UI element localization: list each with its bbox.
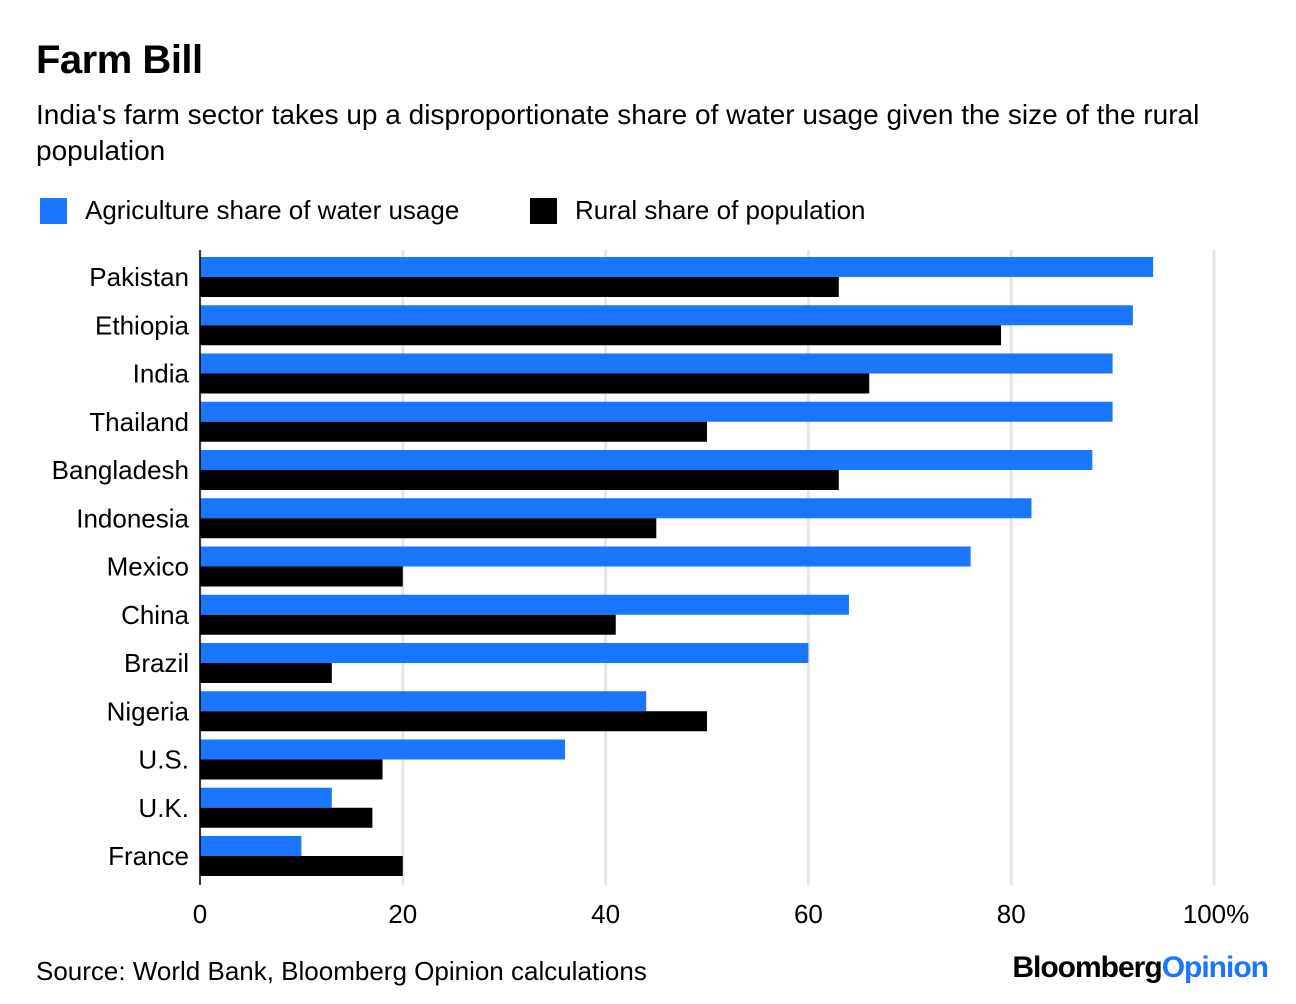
bar-water	[200, 353, 1113, 374]
tick-label: 80	[997, 899, 1026, 929]
bar-rural	[200, 856, 403, 876]
tick-label: 40	[591, 899, 620, 929]
brand-part-1: Bloomberg	[1012, 951, 1162, 984]
category-label: Brazil	[124, 648, 189, 678]
bar-rural	[200, 373, 870, 394]
bar-water	[200, 498, 1032, 519]
bar-rural	[200, 663, 332, 683]
category-label: India	[133, 359, 190, 389]
legend-label-rural: Rural share of population	[575, 195, 866, 225]
bar-rural	[200, 421, 707, 442]
category-label: France	[108, 841, 189, 871]
tick-label: 20	[388, 899, 417, 929]
bar-water	[200, 401, 1113, 422]
category-label: U.K.	[138, 793, 189, 823]
category-label: Bangladesh	[52, 455, 189, 485]
category-label: Nigeria	[107, 696, 190, 726]
legend-swatch-rural	[530, 198, 557, 224]
source-note: Source: World Bank, Bloomberg Opinion ca…	[36, 956, 647, 986]
bar-water	[200, 257, 1154, 277]
tick-label: 100%	[1183, 899, 1250, 929]
brand-part-2: Opinion	[1161, 951, 1269, 984]
bar-rural	[200, 277, 839, 297]
bar-rural	[200, 566, 403, 587]
category-label: Pakistan	[89, 262, 189, 292]
chart-title: Farm Bill	[36, 38, 203, 82]
category-label: Thailand	[89, 407, 189, 437]
legend-label-water: Agriculture share of water usage	[85, 195, 460, 225]
bar-chart: Pakistan Ethiopia India Thailand Bangladesh I…	[52, 250, 1250, 929]
bar-water	[200, 546, 971, 567]
category-label: Mexico	[107, 552, 189, 582]
bar-rural	[200, 807, 373, 828]
category-label: China	[121, 600, 189, 630]
legend-swatch-water	[40, 198, 67, 224]
bar-water	[200, 691, 647, 712]
bar-water	[200, 643, 809, 663]
bar-water	[200, 594, 849, 615]
bar-rural	[200, 325, 1002, 346]
bar-water	[200, 836, 302, 856]
bar-rural	[200, 518, 657, 539]
brand-logo: BloombergOpinion	[1012, 951, 1269, 985]
tick-label: 0	[193, 899, 207, 929]
bar-rural	[200, 614, 616, 635]
chart-subtitle: India's farm sector takes up a dispropor…	[36, 99, 1200, 166]
bar-water	[200, 739, 566, 760]
tick-label: 60	[794, 899, 823, 929]
category-label: Indonesia	[76, 503, 189, 533]
bar-water	[200, 305, 1133, 326]
bar-water	[200, 450, 1093, 470]
bar-rural	[200, 711, 707, 732]
bar-water	[200, 787, 332, 808]
category-label: U.S.	[138, 745, 189, 775]
bar-rural	[200, 470, 839, 490]
bar-rural	[200, 759, 383, 780]
category-label: Ethiopia	[95, 310, 189, 340]
